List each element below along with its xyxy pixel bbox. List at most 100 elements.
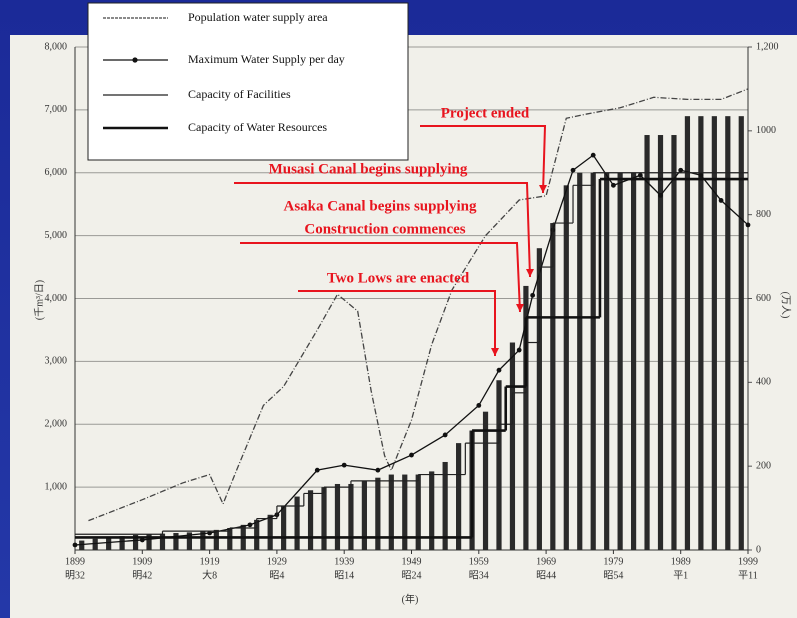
bar <box>563 185 569 550</box>
bar <box>361 480 367 550</box>
bar <box>550 223 556 551</box>
y2-tick-label: 1000 <box>756 125 776 136</box>
x-axis-label: (年) <box>402 592 419 605</box>
bar <box>711 116 717 550</box>
bar <box>590 172 596 550</box>
y-tick-label: 8,000 <box>45 41 68 52</box>
arrow-head <box>539 185 547 193</box>
x-tick-label: 1929 <box>267 556 287 567</box>
y2-tick-label: 400 <box>756 377 771 388</box>
x-tick-label: 1939 <box>334 556 354 567</box>
annotation: Two Lows are enacted <box>327 270 470 286</box>
y-tick-label: 6,000 <box>45 167 68 178</box>
annotation: Construction commences <box>304 221 465 237</box>
bar <box>684 116 691 550</box>
series-point <box>658 192 663 198</box>
legend-box <box>87 2 409 161</box>
y-tick-label: 4,000 <box>45 293 68 304</box>
x-era-label: 昭24 <box>402 569 422 581</box>
x-era-label: 明32 <box>65 569 85 581</box>
bar <box>482 411 489 550</box>
series-point <box>476 402 482 408</box>
bar <box>725 116 731 550</box>
annotation-arrow <box>298 290 496 356</box>
arrow-head <box>491 348 499 356</box>
series-point <box>139 537 145 543</box>
series-point <box>207 530 213 536</box>
y-tick-label: 5,000 <box>45 230 68 241</box>
x-era-label: 昭34 <box>469 569 489 581</box>
annotation: Musasi Canal begins supplying <box>269 161 468 177</box>
bar <box>119 536 125 550</box>
x-era-label: 大8 <box>202 568 217 581</box>
bar <box>307 490 314 550</box>
bar <box>429 471 435 550</box>
bar <box>173 533 179 550</box>
bar <box>388 474 394 550</box>
bar <box>402 474 408 550</box>
legend-label: Capacity of Water Resources <box>188 120 327 134</box>
bar <box>496 380 502 550</box>
x-era-label: 平11 <box>738 570 758 581</box>
y2-tick-label: 1,200 <box>756 41 779 52</box>
bar <box>617 172 623 550</box>
bar <box>200 531 206 550</box>
series-point <box>637 172 643 178</box>
x-tick-label: 1999 <box>738 556 758 567</box>
x-tick-label: 1989 <box>671 556 691 567</box>
annotation-arrow <box>234 182 531 278</box>
bar <box>630 172 637 550</box>
series-point <box>698 172 704 178</box>
x-era-label: 昭54 <box>603 569 623 581</box>
x-tick-label: 1919 <box>200 556 220 567</box>
bar <box>415 474 421 550</box>
x-era-label: 昭14 <box>334 569 354 581</box>
series-point <box>442 432 448 438</box>
series-point <box>72 542 78 548</box>
y-tick-label: 7,000 <box>45 104 68 115</box>
bar <box>146 534 152 550</box>
series-point <box>611 182 616 188</box>
annotation: Project ended <box>441 105 530 121</box>
bar <box>536 248 542 550</box>
legend-label: Capacity of Facilities <box>188 87 291 101</box>
bar <box>79 540 85 550</box>
y2-tick-label: 200 <box>756 460 771 471</box>
series-point <box>409 452 414 458</box>
x-tick-label: 1899 <box>65 556 85 567</box>
x-tick-label: 1969 <box>536 556 556 567</box>
series-point <box>341 462 347 468</box>
x-era-label: 昭4 <box>269 569 284 581</box>
x-era-label: 明42 <box>132 569 152 581</box>
bar <box>213 529 219 550</box>
annotation-arrow <box>240 242 521 313</box>
bar <box>509 342 516 550</box>
bar <box>442 461 448 550</box>
x-era-label: 平1 <box>673 570 688 581</box>
bar <box>375 477 381 550</box>
bar <box>254 519 260 550</box>
legend-marker <box>132 57 138 63</box>
bar <box>227 527 233 550</box>
y-tick-label: 2,000 <box>45 419 68 430</box>
arrow-head <box>516 304 524 312</box>
bar <box>604 172 610 550</box>
x-tick-label: 1979 <box>603 556 623 567</box>
arrow-head <box>526 269 534 277</box>
bar <box>577 172 583 550</box>
y2-axis-label: (万人) <box>780 292 792 319</box>
bar <box>281 505 287 550</box>
bar <box>657 135 664 550</box>
x-tick-label: 1949 <box>402 556 422 567</box>
x-tick-label: 1909 <box>132 556 152 567</box>
bar <box>456 443 462 550</box>
bar <box>321 487 327 550</box>
y2-tick-label: 600 <box>756 293 771 304</box>
series-point <box>247 522 253 528</box>
bar <box>348 483 354 550</box>
bar <box>644 135 650 550</box>
x-tick-label: 1959 <box>469 556 489 567</box>
bar <box>698 116 704 550</box>
y-axis-label: (千m³/日) <box>33 280 45 320</box>
